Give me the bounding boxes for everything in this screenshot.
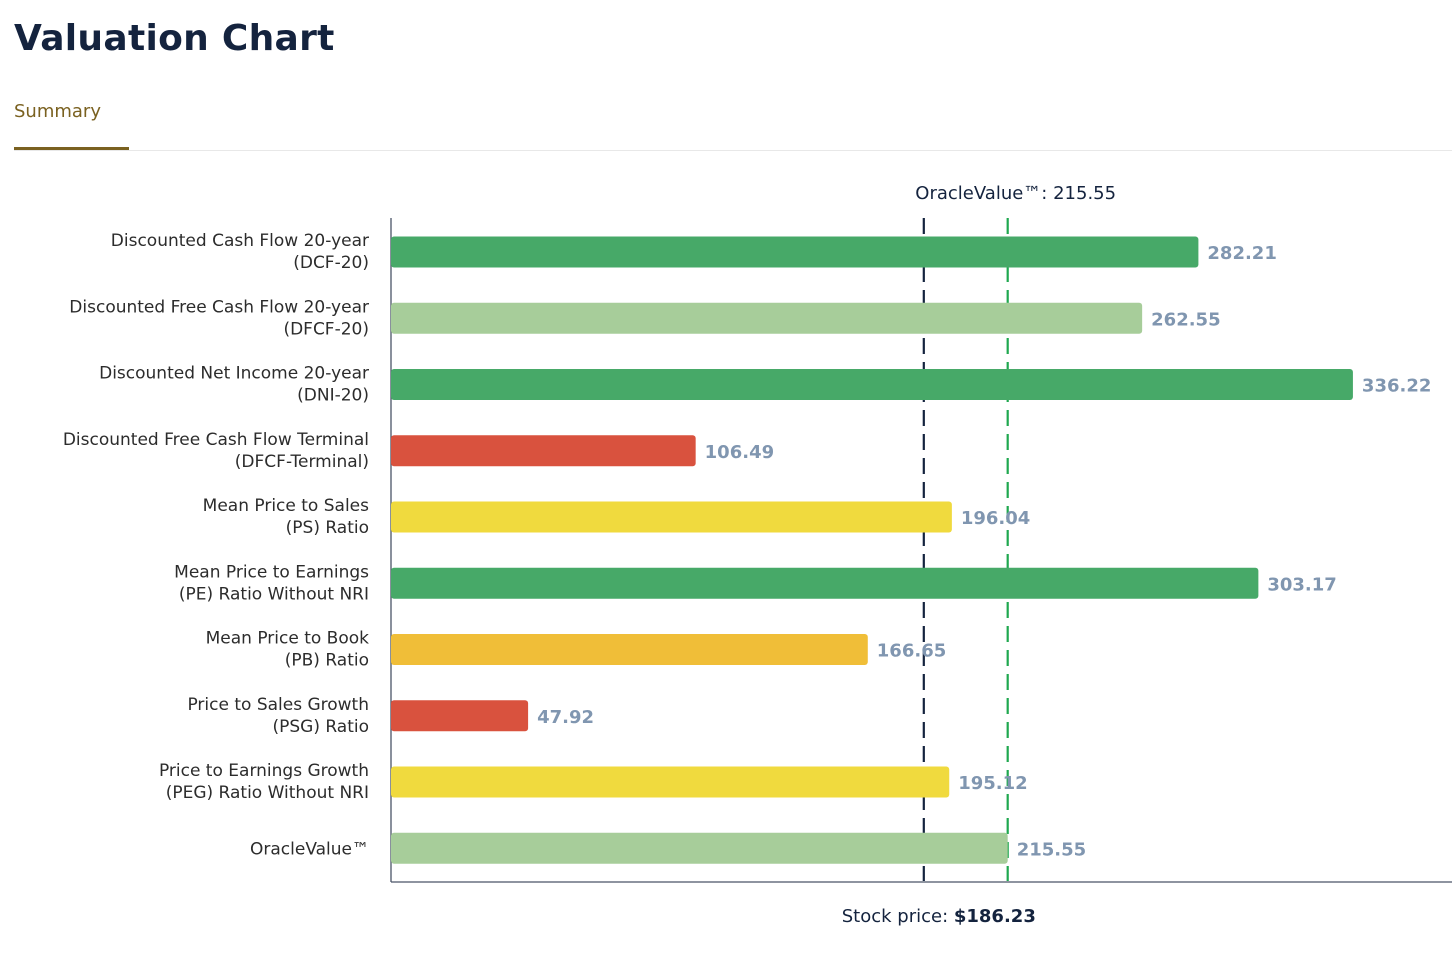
oraclevalue-label: OracleValue™: 215.55 (915, 183, 1116, 204)
value-label: 195.12 (958, 773, 1027, 794)
category-label: (PSG) Ratio (272, 717, 369, 737)
category-label: Discounted Net Income 20-year (99, 364, 369, 384)
value-label: 47.92 (537, 707, 594, 728)
category-label: Mean Price to Earnings (174, 562, 369, 582)
tab-divider (14, 150, 1452, 151)
value-label: 303.17 (1267, 574, 1336, 595)
bar (391, 700, 529, 732)
category-label: (DCF-20) (293, 253, 369, 273)
active-tab-indicator (14, 147, 129, 150)
category-label: Mean Price to Book (206, 629, 370, 649)
category-label: Discounted Free Cash Flow 20-year (69, 297, 369, 317)
bar (391, 567, 1259, 599)
category-label: Discounted Cash Flow 20-year (111, 231, 369, 251)
category-label: (DFCF-Terminal) (235, 452, 369, 472)
tab-summary[interactable]: Summary (14, 101, 101, 122)
stock-price-label: Stock price: $186.23 (842, 906, 1036, 927)
value-label: 262.55 (1151, 309, 1220, 330)
category-label: Discounted Free Cash Flow Terminal (63, 430, 369, 450)
value-label: 106.49 (705, 442, 774, 463)
value-label: 196.04 (961, 508, 1030, 529)
category-label: OracleValue™ (250, 839, 369, 859)
category-label: Price to Sales Growth (187, 695, 369, 715)
bar (391, 501, 952, 533)
category-label: Price to Earnings Growth (159, 761, 369, 781)
bar (391, 832, 1008, 864)
category-label: (PB) Ratio (285, 651, 369, 671)
value-label: 215.55 (1017, 839, 1086, 860)
value-label: 282.21 (1207, 243, 1276, 264)
page-title: Valuation Chart (14, 18, 335, 59)
value-label: 336.22 (1362, 376, 1431, 397)
bar (391, 369, 1353, 400)
bar (391, 766, 950, 798)
bar (391, 236, 1199, 268)
category-label: (DFCF-20) (283, 319, 369, 339)
category-label: (PS) Ratio (286, 518, 369, 538)
bar (391, 302, 1143, 334)
bar (391, 435, 696, 467)
category-label: (DNI-20) (297, 386, 369, 406)
category-label: (PE) Ratio Without NRI (179, 584, 369, 604)
bar (391, 634, 868, 665)
value-label: 166.65 (877, 641, 946, 662)
category-label: Mean Price to Sales (203, 496, 369, 516)
category-label: (PEG) Ratio Without NRI (166, 783, 369, 803)
